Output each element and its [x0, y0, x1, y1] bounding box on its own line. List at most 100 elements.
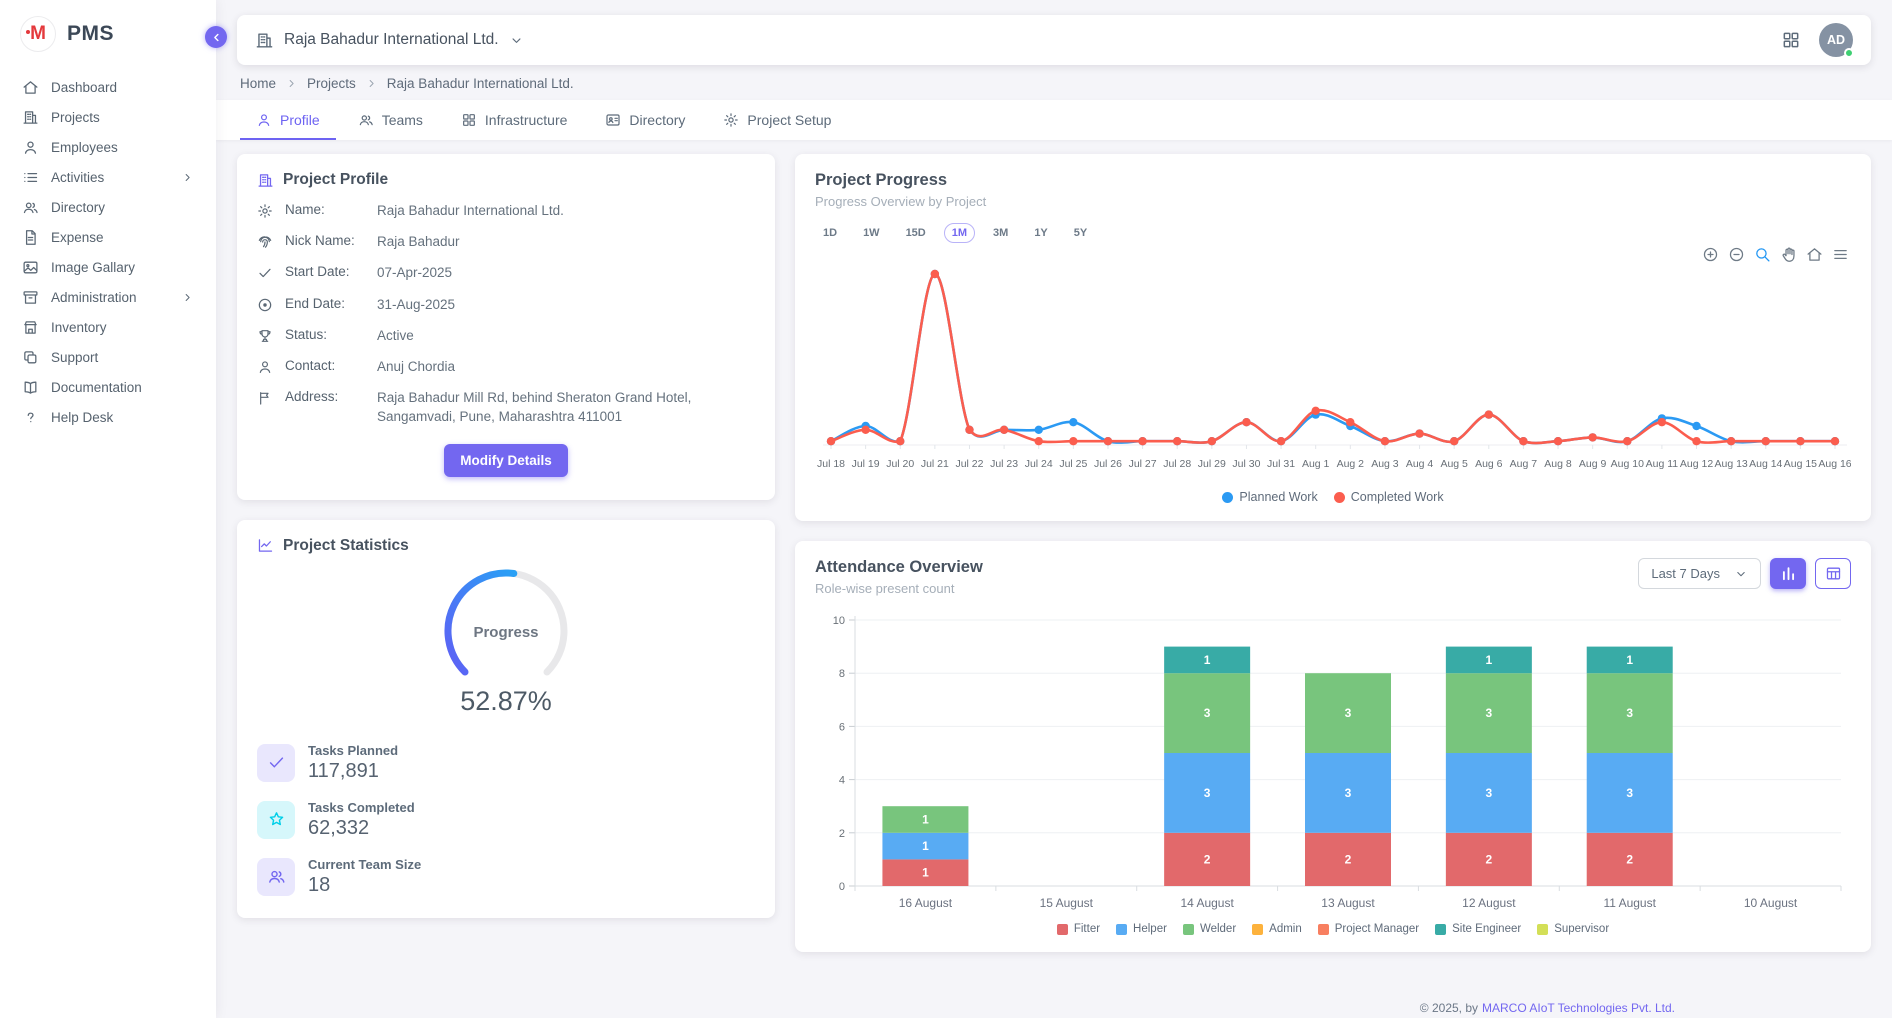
- svg-text:2: 2: [839, 828, 845, 840]
- chart-toolbar: [1702, 246, 1849, 263]
- table-view-toggle[interactable]: [1815, 558, 1851, 589]
- field-label: Start Date:: [285, 264, 377, 279]
- project-progress-card: Project Progress Progress Overview by Pr…: [795, 154, 1871, 521]
- card-title: Project Profile: [283, 171, 388, 189]
- sidebar-item-activities[interactable]: Activities: [0, 162, 216, 192]
- range-1w[interactable]: 1W: [855, 223, 888, 243]
- range-3m[interactable]: 3M: [985, 223, 1016, 243]
- legend-label: Fitter: [1074, 923, 1100, 935]
- main-area: Raja Bahadur International Ltd. AD Home P…: [216, 15, 1892, 1018]
- breadcrumb-projects[interactable]: Projects: [307, 76, 356, 91]
- company-selector[interactable]: Raja Bahadur International Ltd.: [255, 31, 524, 50]
- table-icon: [1825, 565, 1842, 582]
- sidebar-item-documentation[interactable]: Documentation: [0, 372, 216, 402]
- sidebar-item-image-gallary[interactable]: Image Gallary: [0, 252, 216, 282]
- apps-grid-icon[interactable]: [1781, 30, 1801, 50]
- legend-item-project-manager[interactable]: Project Manager: [1318, 923, 1419, 935]
- svg-text:11 August: 11 August: [1603, 896, 1656, 910]
- sidebar-item-help-desk[interactable]: Help Desk: [0, 402, 216, 432]
- svg-text:Jul 24: Jul 24: [1025, 458, 1053, 470]
- pan-icon[interactable]: [1780, 246, 1797, 263]
- svg-text:Jul 18: Jul 18: [817, 458, 845, 470]
- field-label: Address:: [285, 389, 377, 404]
- legend-label: Helper: [1133, 923, 1167, 935]
- tab-profile[interactable]: Profile: [240, 100, 336, 140]
- range-1d[interactable]: 1D: [815, 223, 845, 243]
- project-profile-card: Project Profile Name:Raja Bahadur Intern…: [237, 154, 775, 500]
- profile-field-start-date: Start Date:07-Apr-2025: [257, 264, 755, 282]
- legend-item-planned-work[interactable]: Planned Work: [1222, 490, 1317, 504]
- range-15d[interactable]: 15D: [898, 223, 934, 243]
- sidebar-item-projects[interactable]: Projects: [0, 102, 216, 132]
- zoom-out-icon[interactable]: [1728, 246, 1745, 263]
- id-card-icon: [605, 112, 621, 128]
- card-title: Attendance Overview: [815, 558, 983, 577]
- field-value: Raja Bahadur: [377, 233, 460, 251]
- legend-item-site-engineer[interactable]: Site Engineer: [1435, 923, 1521, 935]
- svg-text:3: 3: [1204, 786, 1211, 800]
- sidebar-item-expense[interactable]: Expense: [0, 222, 216, 252]
- chevron-right-icon: [181, 171, 194, 184]
- tab-infrastructure[interactable]: Infrastructure: [445, 100, 583, 140]
- line-chart-legend: Planned Work Completed Work: [815, 490, 1851, 504]
- svg-text:10: 10: [833, 615, 845, 627]
- range-5y[interactable]: 5Y: [1066, 223, 1095, 243]
- avatar[interactable]: AD: [1819, 23, 1853, 57]
- menu-icon[interactable]: [1832, 246, 1849, 263]
- sidebar-item-dashboard[interactable]: Dashboard: [0, 72, 216, 102]
- sidebar-item-inventory[interactable]: Inventory: [0, 312, 216, 342]
- zoom-in-icon[interactable]: [1702, 246, 1719, 263]
- range-1m[interactable]: 1M: [944, 223, 975, 243]
- field-label: End Date:: [285, 296, 377, 311]
- svg-text:1: 1: [1204, 653, 1211, 667]
- profile-field-end-date: End Date:31-Aug-2025: [257, 296, 755, 314]
- sidebar-item-directory[interactable]: Directory: [0, 192, 216, 222]
- home-icon: [22, 79, 39, 96]
- sidebar-item-administration[interactable]: Administration: [0, 282, 216, 312]
- star-icon: [267, 810, 286, 829]
- grid-icon: [461, 112, 477, 128]
- copyright-text: © 2025, by: [1420, 1001, 1478, 1015]
- building-icon: [257, 172, 274, 189]
- footer-company-link[interactable]: MARCO AIoT Technologies Pvt. Ltd.: [1482, 1001, 1675, 1015]
- legend-item-helper[interactable]: Helper: [1116, 923, 1167, 935]
- legend-item-completed-work[interactable]: Completed Work: [1334, 490, 1444, 504]
- tab-label: Infrastructure: [485, 112, 567, 128]
- list-icon: [22, 169, 39, 186]
- legend-marker: [1116, 924, 1127, 935]
- svg-text:Jul 19: Jul 19: [852, 458, 880, 470]
- app-logo[interactable]: M PMS: [0, 0, 216, 66]
- svg-text:2: 2: [1486, 852, 1493, 866]
- svg-text:14 August: 14 August: [1180, 896, 1234, 910]
- legend-item-fitter[interactable]: Fitter: [1057, 923, 1100, 935]
- tab-project-setup[interactable]: Project Setup: [707, 100, 847, 140]
- selection-zoom-icon[interactable]: [1754, 246, 1771, 263]
- legend-item-supervisor[interactable]: Supervisor: [1537, 923, 1609, 935]
- attendance-overview-card: Attendance Overview Role-wise present co…: [795, 541, 1871, 952]
- users-icon: [22, 199, 39, 216]
- sidebar-collapse-button[interactable]: [205, 26, 227, 48]
- sidebar-item-support[interactable]: Support: [0, 342, 216, 372]
- legend-marker: [1183, 924, 1194, 935]
- svg-text:1: 1: [1486, 653, 1493, 667]
- chart-view-toggle[interactable]: [1770, 558, 1806, 589]
- sidebar-item-label: Projects: [51, 110, 100, 125]
- date-range-select[interactable]: Last 7 Days: [1638, 558, 1761, 589]
- tabs-bar: ProfileTeams Infrastructure DirectoryProje…: [216, 100, 1892, 140]
- disc-icon: [257, 297, 273, 313]
- reset-home-icon[interactable]: [1806, 246, 1823, 263]
- range-1y[interactable]: 1Y: [1026, 223, 1055, 243]
- svg-text:Aug 4: Aug 4: [1406, 458, 1434, 470]
- modify-details-button[interactable]: Modify Details: [444, 444, 568, 477]
- tab-directory[interactable]: Directory: [589, 100, 701, 140]
- legend-item-welder[interactable]: Welder: [1183, 923, 1236, 935]
- legend-item-admin[interactable]: Admin: [1252, 923, 1302, 935]
- top-header: Raja Bahadur International Ltd. AD: [237, 15, 1871, 65]
- sidebar-item-employees[interactable]: Employees: [0, 132, 216, 162]
- chevron-down-icon: [1734, 567, 1748, 581]
- breadcrumb: HomeProjectsRaja Bahadur International L…: [237, 65, 1871, 100]
- sidebar-item-label: Employees: [51, 140, 118, 155]
- breadcrumb-home[interactable]: Home: [240, 76, 276, 91]
- tab-teams[interactable]: Teams: [342, 100, 439, 140]
- building-icon: [22, 109, 39, 126]
